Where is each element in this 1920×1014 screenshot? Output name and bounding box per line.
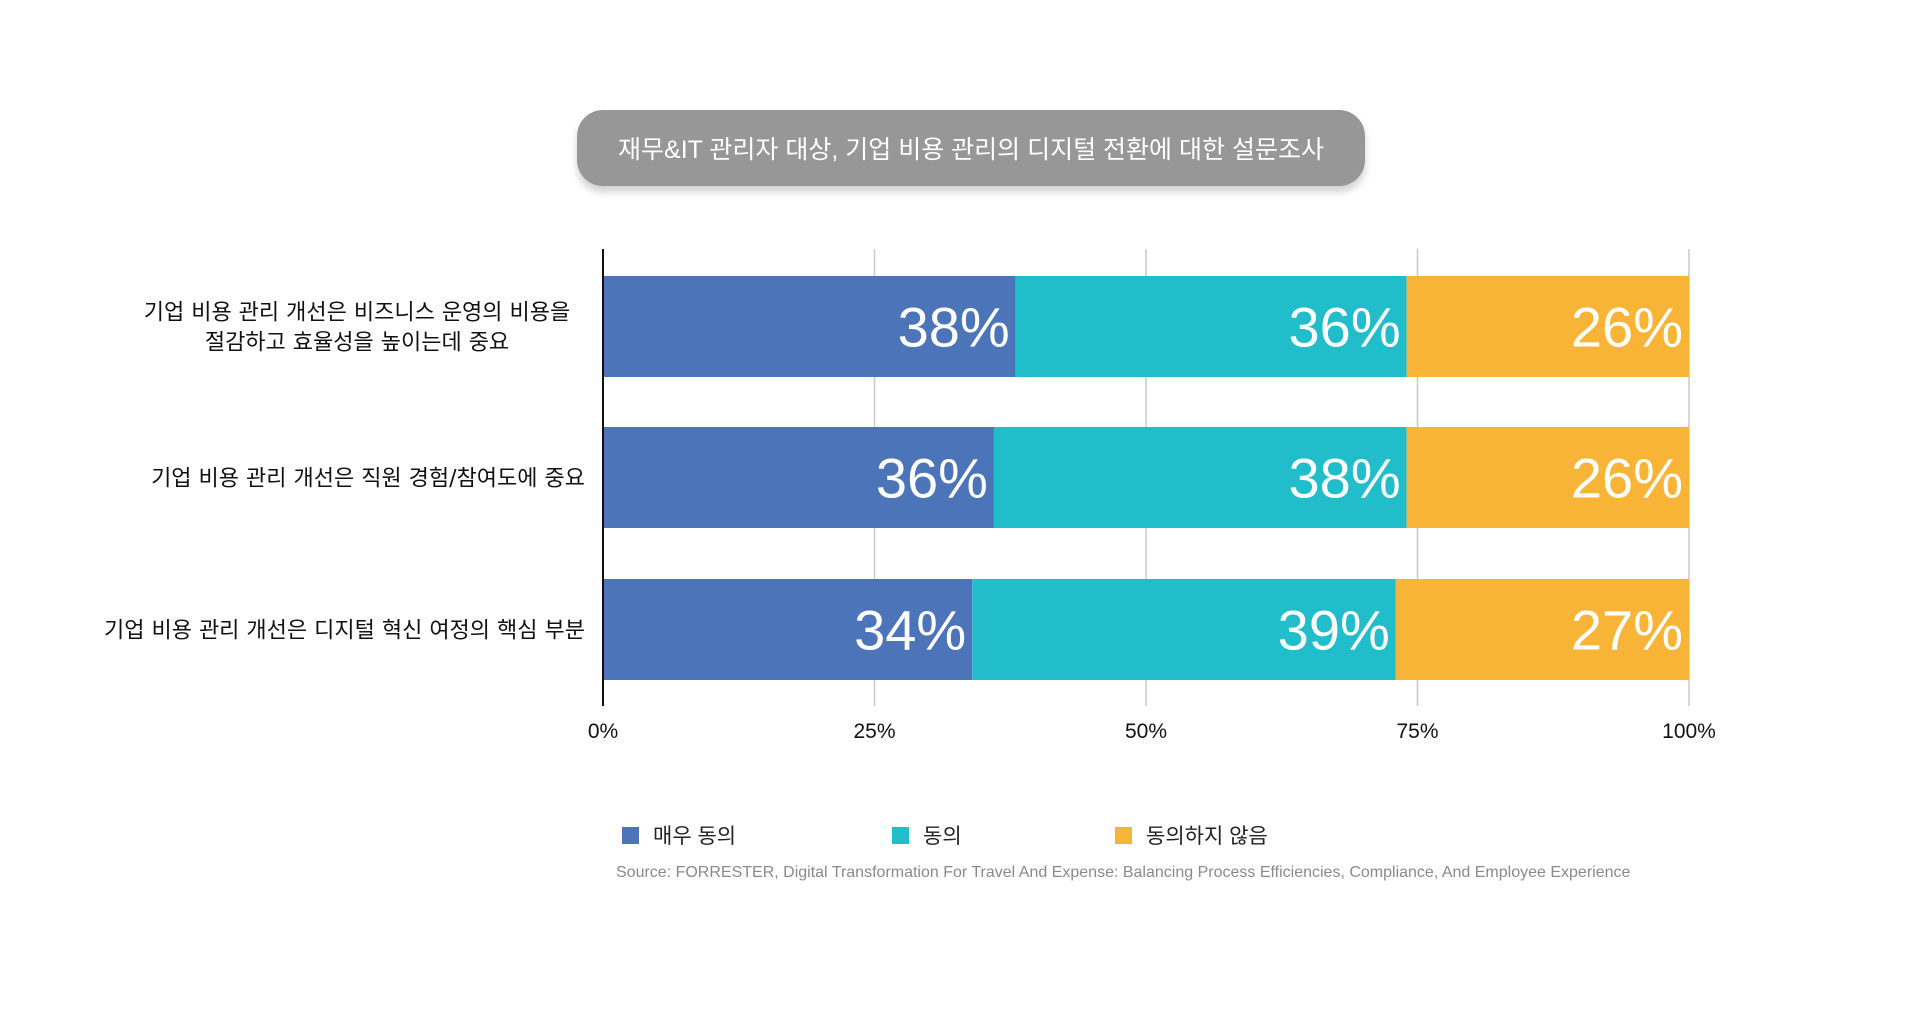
legend-swatch [1115,826,1132,844]
legend-item-agree: 동의 [892,820,962,850]
bar-segment [972,579,1396,680]
data-label: 39% [1278,599,1390,662]
x-tick-label: 75% [1396,720,1438,743]
category-label: 기업 비용 관리 개선은 비즈니스 운영의 비용을 [144,301,571,326]
x-tick-label: 0% [588,720,618,743]
data-label: 26% [1571,296,1683,359]
bar-segment [993,427,1407,528]
x-tick-label: 50% [1125,720,1167,743]
data-label: 27% [1571,599,1683,662]
chart-title: 재무&IT 관리자 대상, 기업 비용 관리의 디지털 전환에 대한 설문조사 [577,110,1365,186]
bar-segment [603,427,994,528]
legend-item-strongly-agree: 매우 동의 [622,820,736,850]
legend-item-disagree: 동의하지 않음 [1115,820,1268,850]
x-tick-label: 100% [1662,720,1716,743]
data-label: 38% [898,296,1010,359]
data-label: 26% [1571,447,1683,510]
legend-label: 매우 동의 [653,825,737,848]
data-label: 34% [854,599,966,662]
category-label: 기업 비용 관리 개선은 직원 경험/참여도에 중요 [151,467,585,492]
bar-segment [1395,579,1689,680]
data-label: 36% [1289,296,1401,359]
data-label: 36% [876,447,988,510]
category-label: 기업 비용 관리 개선은 디지털 혁신 여정의 핵심 부분 [104,619,585,644]
legend-label: 동의 [923,825,962,848]
source-note: Source: FORRESTER, Digital Transformatio… [616,864,1631,881]
legend-label: 동의하지 않음 [1146,825,1268,848]
data-label: 38% [1289,447,1401,510]
legend-swatch [622,826,639,844]
bar-segment [1015,276,1407,377]
bar-segment [603,579,973,680]
category-label: 절감하고 효율성을 높이는데 중요 [205,331,509,356]
legend-swatch [892,826,909,844]
bar-segment [1406,276,1689,377]
bar-segment [1406,427,1689,528]
x-tick-label: 25% [853,720,895,743]
bar-segment [603,276,1016,377]
